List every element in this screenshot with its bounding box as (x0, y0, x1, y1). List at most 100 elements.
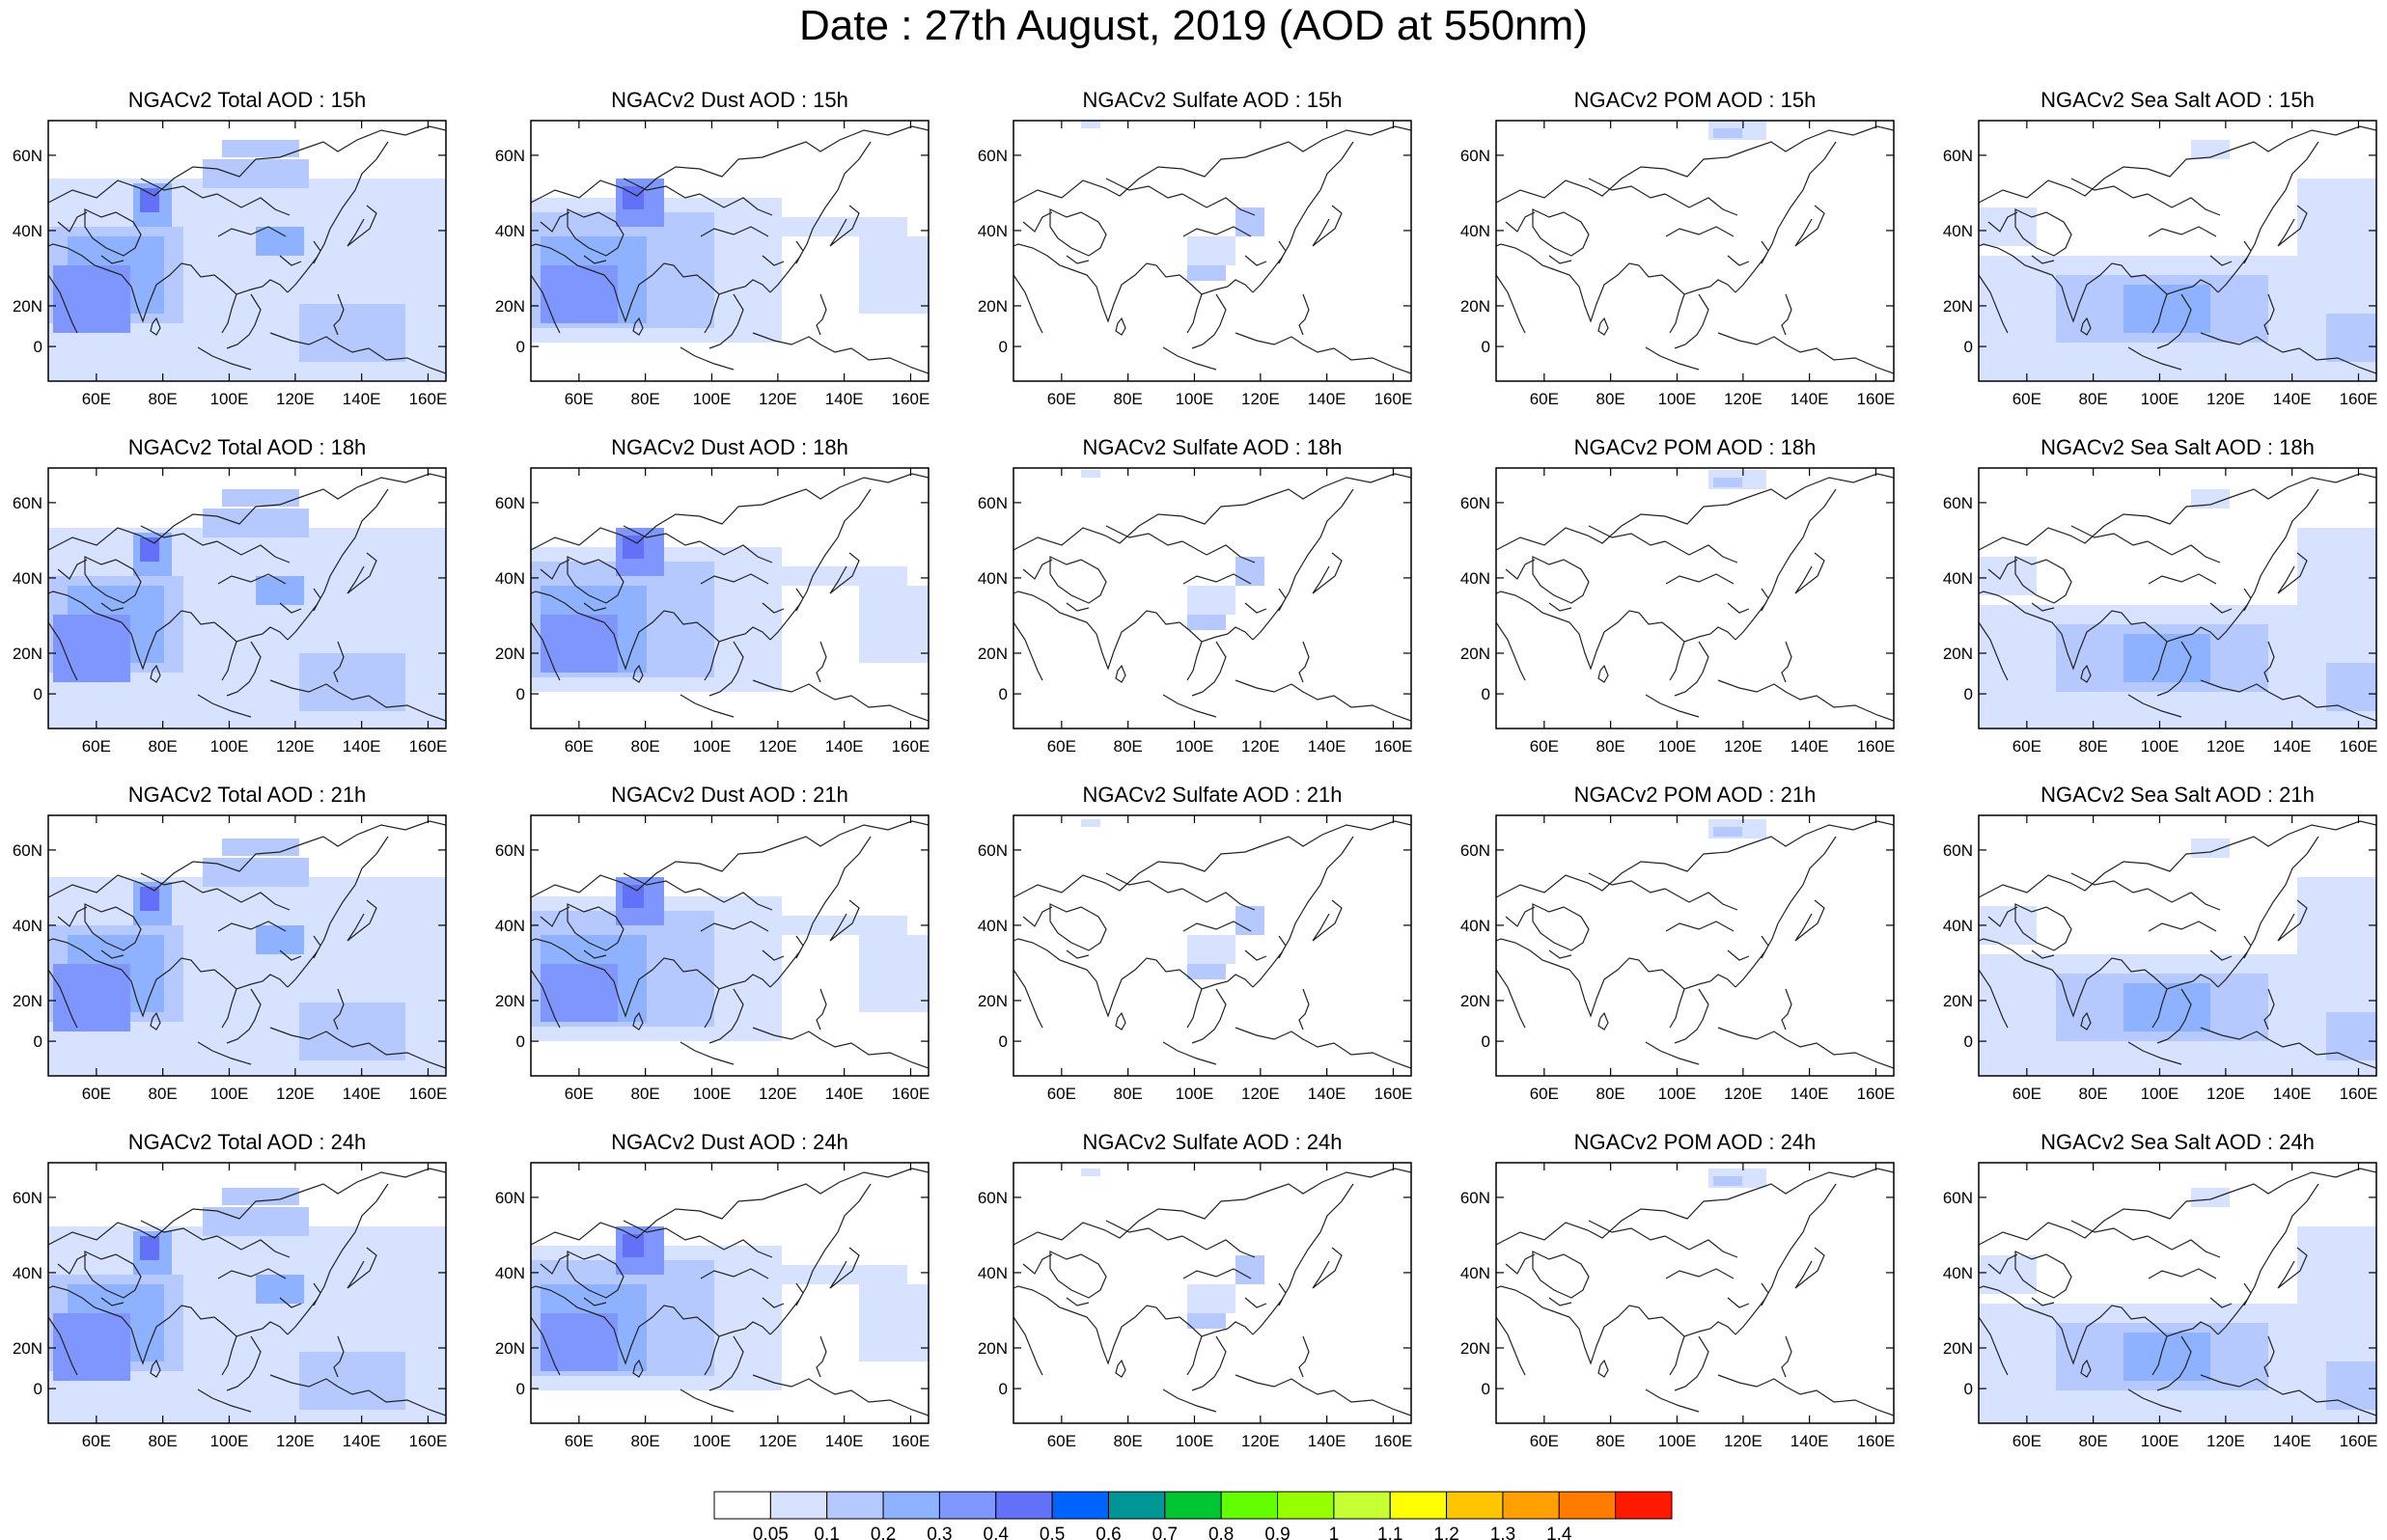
x-tick-label: 60E (1047, 737, 1076, 756)
x-tick-label: 100E (1176, 1432, 1214, 1450)
x-tick-label: 160E (1374, 390, 1413, 408)
panel-title: NGACv2 Sea Salt AOD : 15h (2040, 88, 2315, 112)
aod-cell (1187, 586, 1235, 615)
y-tick-label: 40N (1943, 569, 1973, 588)
x-tick-label: 100E (2141, 737, 2179, 756)
aod-field (1979, 473, 2376, 729)
aod-field (1979, 820, 2376, 1076)
aod-cell (2191, 140, 2230, 159)
colorbar-swatch (1615, 1491, 1673, 1520)
y-tick-label: 40N (1943, 1264, 1973, 1282)
x-tick-label: 120E (759, 737, 797, 756)
x-tick-label: 100E (1176, 390, 1214, 408)
aod-cell (222, 1188, 299, 1205)
map-panel: NGACv2 Sea Salt AOD : 18h 60E 80E 100E 120E 1… (1943, 435, 2377, 756)
y-tick-label: 20N (495, 297, 525, 316)
x-tick-label: 120E (2207, 737, 2245, 756)
colorbar-swatch (882, 1491, 940, 1520)
x-tick-label: 80E (149, 1432, 178, 1450)
x-tick-label: 140E (1790, 1085, 1829, 1103)
panel-title: NGACv2 Dust AOD : 18h (611, 435, 848, 459)
y-tick-label: 0 (999, 685, 1008, 703)
y-tick-label: 40N (1460, 917, 1490, 935)
y-tick-label: 60N (978, 841, 1008, 860)
y-tick-label: 40N (978, 917, 1008, 935)
x-tick-label: 140E (343, 390, 381, 408)
x-tick-label: 120E (2207, 390, 2245, 408)
colorbar-swatch (713, 1491, 771, 1520)
panel-title: NGACv2 Total AOD : 21h (128, 783, 367, 807)
aod-cell (1979, 207, 2037, 246)
y-tick-label: 0 (34, 338, 42, 356)
x-tick-label: 120E (759, 1085, 797, 1103)
x-tick-label: 120E (1724, 1432, 1762, 1450)
x-tick-label: 120E (1724, 390, 1762, 408)
y-tick-label: 40N (1943, 222, 1973, 240)
x-tick-label: 60E (565, 1085, 594, 1103)
aod-cell (2326, 1361, 2376, 1410)
y-tick-label: 20N (1943, 645, 1973, 663)
aod-cell (1187, 935, 1235, 964)
panel-title: NGACv2 Sea Salt AOD : 21h (2040, 783, 2315, 807)
x-tick-label: 140E (1790, 1432, 1829, 1450)
map-panel: NGACv2 POM AOD : 18h 60E 80E 100E 120E 140E 16… (1460, 435, 1895, 756)
panel-title: NGACv2 Total AOD : 18h (128, 435, 367, 459)
x-tick-label: 60E (1530, 390, 1559, 408)
map-panel: NGACv2 Total AOD : 18h 60E 80E 100E 120E 140E… (13, 435, 447, 756)
x-tick-label: 160E (1857, 390, 1896, 408)
colorbar-swatch (1107, 1491, 1166, 1520)
x-tick-label: 60E (1530, 1432, 1559, 1450)
x-tick-label: 120E (1241, 390, 1280, 408)
aod-cell (2326, 663, 2376, 711)
aod-cell (203, 509, 309, 537)
aod-cell (2297, 528, 2376, 634)
aod-cell (859, 935, 929, 1012)
x-tick-label: 80E (1596, 737, 1625, 756)
y-tick-label: 20N (495, 645, 525, 663)
x-tick-label: 60E (1530, 737, 1559, 756)
x-tick-label: 160E (892, 737, 930, 756)
y-tick-label: 0 (516, 338, 525, 356)
x-tick-label: 80E (149, 737, 178, 756)
y-tick-label: 60N (13, 1189, 42, 1207)
aod-cell (2123, 983, 2210, 1031)
map-panel: NGACv2 Dust AOD : 15h 60E 80E 100E 120E 140E 1… (495, 88, 930, 408)
panel-frame (47, 1162, 447, 1424)
aod-cell (1235, 207, 1264, 236)
x-tick-label: 120E (276, 390, 315, 408)
y-tick-label: 40N (978, 222, 1008, 240)
y-tick-label: 20N (1460, 992, 1490, 1010)
colorbar-label: 0.8 (1208, 1525, 1234, 1540)
map-panel: NGACv2 Total AOD : 15h 60E 80E 100E 120E 140E… (13, 88, 447, 408)
panel-title: NGACv2 Dust AOD : 15h (611, 88, 848, 112)
x-tick-label: 80E (1114, 390, 1143, 408)
x-tick-label: 140E (1308, 1085, 1346, 1103)
colorbar-swatch (938, 1491, 997, 1520)
aod-cell (782, 916, 907, 935)
map-panel: NGACv2 Dust AOD : 24h 60E 80E 100E 120E 140E 1… (495, 1130, 930, 1450)
aod-field (1013, 819, 1411, 1069)
aod-cell (623, 885, 644, 908)
x-tick-label: 100E (693, 737, 732, 756)
y-tick-label: 20N (13, 645, 42, 663)
x-tick-label: 140E (825, 1085, 864, 1103)
panel-title: NGACv2 Sulfate AOD : 18h (1082, 435, 1342, 459)
x-tick-label: 100E (210, 390, 249, 408)
aod-cell (299, 1352, 405, 1410)
y-tick-label: 40N (13, 917, 42, 935)
aod-cell (1187, 236, 1235, 265)
x-tick-label: 80E (2079, 1432, 2108, 1450)
aod-field (1496, 470, 1894, 722)
x-tick-label: 100E (1176, 737, 1214, 756)
aod-cell (53, 1313, 130, 1381)
aod-cell (1979, 1255, 2037, 1294)
aod-field (1496, 121, 1894, 374)
x-tick-label: 100E (210, 1432, 249, 1450)
aod-cell (623, 1234, 644, 1257)
colorbar-label: 1.1 (1377, 1525, 1402, 1540)
y-tick-label: 60N (1943, 494, 1973, 512)
aod-cell (299, 304, 405, 362)
colorbar: 0.05 0.1 0.2 0.3 0.4 0.5 0.6 0.7 0.8 0.9 1 1.1 1.2 1.… (713, 1491, 1673, 1540)
y-tick-label: 40N (978, 1264, 1008, 1282)
